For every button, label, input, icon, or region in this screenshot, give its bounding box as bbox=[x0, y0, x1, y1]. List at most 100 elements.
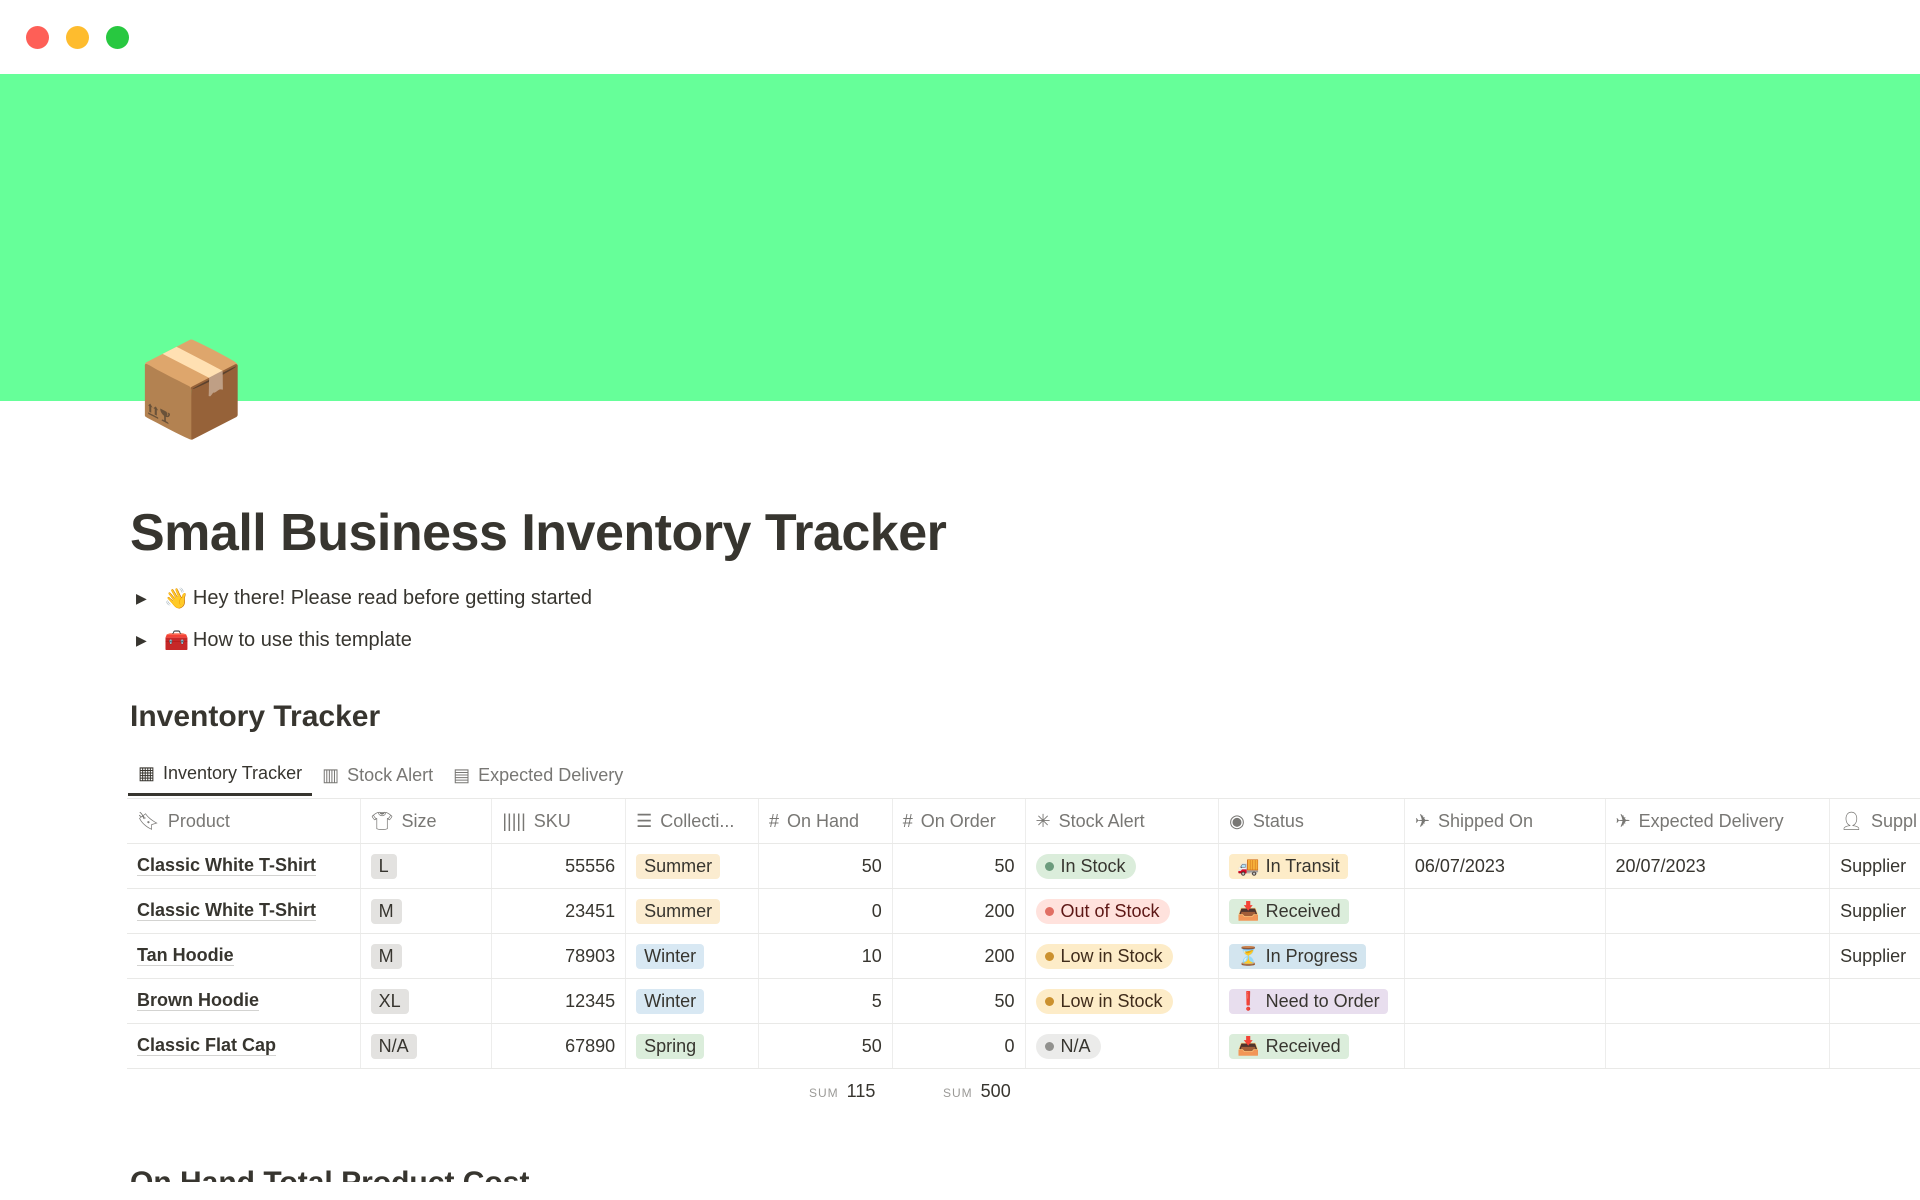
on-hand-cell[interactable]: 10 bbox=[759, 934, 893, 978]
supplier-cell[interactable]: Supplier bbox=[1840, 855, 1907, 876]
page-icon[interactable]: 📦 bbox=[134, 339, 249, 441]
status-cell[interactable]: ⏳ In Progress bbox=[1219, 934, 1405, 978]
status-cell[interactable]: 📥 Received bbox=[1219, 889, 1405, 933]
size-tag: XL bbox=[370, 988, 409, 1014]
stock-alert-badge: In Stock bbox=[1035, 853, 1136, 879]
product-cell[interactable]: Classic White T-Shirt bbox=[127, 844, 361, 888]
status-cell[interactable]: 📥 Received bbox=[1219, 1024, 1405, 1068]
expected-delivery-cell[interactable] bbox=[1606, 1024, 1831, 1068]
column-header-collection[interactable]: ☰ Collecti... bbox=[626, 799, 759, 843]
column-header-status[interactable]: ◉ Status bbox=[1219, 799, 1405, 843]
supplier-cell[interactable] bbox=[1830, 979, 1920, 1023]
on-hand-cell[interactable]: 50 bbox=[759, 844, 893, 888]
on-hand-cell[interactable]: 0 bbox=[759, 889, 893, 933]
table-row[interactable]: Classic Flat Cap N/A 67890 Spring 50 0 N… bbox=[127, 1024, 1920, 1069]
product-name[interactable]: Tan Hoodie bbox=[137, 944, 234, 967]
toggle-how-to-use[interactable]: ▶ 🧰 How to use this template bbox=[136, 628, 412, 653]
on-order-cell[interactable]: 50 bbox=[893, 844, 1026, 888]
size-cell[interactable]: M bbox=[361, 934, 493, 978]
collection-cell[interactable]: Spring bbox=[626, 1024, 759, 1068]
supplier-cell[interactable] bbox=[1830, 1024, 1920, 1068]
stock-alert-badge: Low in Stock bbox=[1035, 943, 1173, 969]
on-hand-cell[interactable]: 5 bbox=[759, 979, 893, 1023]
expected-delivery-cell[interactable] bbox=[1606, 934, 1831, 978]
status-cell[interactable]: 🚚 In Transit bbox=[1219, 844, 1405, 888]
expected-delivery-cell[interactable]: 20/07/2023 bbox=[1606, 844, 1831, 888]
product-name[interactable]: Classic Flat Cap bbox=[137, 1034, 277, 1057]
sku-cell[interactable]: 55556 bbox=[492, 844, 627, 888]
product-cell[interactable]: Brown Hoodie bbox=[127, 979, 361, 1023]
shipped-on-cell[interactable] bbox=[1405, 979, 1606, 1023]
supplier-cell[interactable]: Supplier bbox=[1840, 900, 1907, 921]
sku-cell[interactable]: 67890 bbox=[492, 1024, 627, 1068]
tab-inventory-tracker[interactable]: ▦ Inventory Tracker bbox=[128, 756, 313, 796]
database-heading: Inventory Tracker bbox=[130, 700, 381, 733]
collection-cell[interactable]: Summer bbox=[626, 889, 759, 933]
size-cell[interactable]: M bbox=[361, 889, 493, 933]
sum-on-order[interactable]: SUM 500 bbox=[943, 1081, 1011, 1101]
triangle-right-icon[interactable]: ▶ bbox=[136, 632, 147, 648]
column-header-product[interactable]: 🔖︎ Product bbox=[127, 799, 361, 843]
product-name[interactable]: Classic White T-Shirt bbox=[137, 899, 317, 922]
column-header-size[interactable]: 👕︎ Size bbox=[361, 799, 493, 843]
stock-alert-cell[interactable]: In Stock bbox=[1026, 844, 1220, 888]
shipped-on-cell[interactable] bbox=[1405, 1024, 1606, 1068]
collection-cell[interactable]: Winter bbox=[626, 934, 759, 978]
takeoff-icon: ✈ bbox=[1414, 810, 1430, 831]
shipped-on-cell[interactable] bbox=[1405, 934, 1606, 978]
product-cell[interactable]: Classic Flat Cap bbox=[127, 1024, 361, 1068]
board-icon: ▥ bbox=[322, 764, 340, 785]
sku-cell[interactable]: 78903 bbox=[492, 934, 627, 978]
cover-banner[interactable] bbox=[0, 74, 1920, 401]
column-header-shipped-on[interactable]: ✈ Shipped On bbox=[1405, 799, 1606, 843]
on-order-cell[interactable]: 200 bbox=[893, 889, 1026, 933]
size-tag: M bbox=[370, 943, 402, 969]
triangle-right-icon[interactable]: ▶ bbox=[136, 590, 147, 606]
stock-alert-cell[interactable]: N/A bbox=[1026, 1024, 1220, 1068]
on-order-cell[interactable]: 200 bbox=[893, 934, 1026, 978]
stock-alert-cell[interactable]: Low in Stock bbox=[1026, 934, 1220, 978]
on-order-cell[interactable]: 0 bbox=[893, 1024, 1026, 1068]
size-cell[interactable]: XL bbox=[361, 979, 493, 1023]
shipped-on-cell[interactable]: 06/07/2023 bbox=[1405, 844, 1606, 888]
table-row[interactable]: Tan Hoodie M 78903 Winter 10 200 Low in … bbox=[127, 934, 1920, 979]
maximize-button[interactable] bbox=[106, 26, 129, 49]
table-row[interactable]: Brown Hoodie XL 12345 Winter 5 50 Low in… bbox=[127, 979, 1920, 1024]
supplier-cell[interactable]: Supplier bbox=[1840, 945, 1907, 966]
product-cell[interactable]: Tan Hoodie bbox=[127, 934, 361, 978]
tab-expected-delivery[interactable]: ▤ Expected Delivery bbox=[443, 756, 633, 794]
collection-cell[interactable]: Summer bbox=[626, 844, 759, 888]
status-cell[interactable]: ❗ Need to Order bbox=[1219, 979, 1405, 1023]
column-header-supplier[interactable]: 👤︎ Suppl bbox=[1840, 810, 1918, 831]
loading-icon: ✳ bbox=[1035, 810, 1051, 831]
column-header-sku[interactable]: ||||| SKU bbox=[492, 799, 627, 843]
toggle-read-first[interactable]: ▶ 👋 Hey there! Please read before gettin… bbox=[136, 586, 592, 611]
product-name[interactable]: Brown Hoodie bbox=[137, 989, 259, 1012]
on-hand-cell[interactable]: 50 bbox=[759, 1024, 893, 1068]
expected-delivery-cell[interactable] bbox=[1606, 979, 1831, 1023]
product-name[interactable]: Classic White T-Shirt bbox=[137, 854, 317, 877]
table-row[interactable]: Classic White T-Shirt L 55556 Summer 50 … bbox=[127, 844, 1920, 889]
collection-cell[interactable]: Winter bbox=[626, 979, 759, 1023]
status-dot-icon bbox=[1044, 996, 1054, 1006]
stock-alert-cell[interactable]: Low in Stock bbox=[1026, 979, 1220, 1023]
close-button[interactable] bbox=[26, 26, 49, 49]
minimize-button[interactable] bbox=[66, 26, 89, 49]
column-header-on-hand[interactable]: # On Hand bbox=[759, 799, 893, 843]
column-header-stock-alert[interactable]: ✳ Stock Alert bbox=[1026, 799, 1220, 843]
sum-on-hand[interactable]: SUM 115 bbox=[809, 1081, 876, 1101]
shipped-on-cell[interactable] bbox=[1405, 889, 1606, 933]
stock-alert-cell[interactable]: Out of Stock bbox=[1026, 889, 1220, 933]
tab-stock-alert[interactable]: ▥ Stock Alert bbox=[312, 756, 443, 794]
size-cell[interactable]: L bbox=[361, 844, 493, 888]
table-row[interactable]: Classic White T-Shirt M 23451 Summer 0 2… bbox=[127, 889, 1920, 934]
calendar-icon: ▤ bbox=[453, 764, 471, 785]
size-cell[interactable]: N/A bbox=[361, 1024, 493, 1068]
column-header-on-order[interactable]: # On Order bbox=[893, 799, 1026, 843]
product-cell[interactable]: Classic White T-Shirt bbox=[127, 889, 361, 933]
expected-delivery-cell[interactable] bbox=[1606, 889, 1831, 933]
sku-cell[interactable]: 23451 bbox=[492, 889, 627, 933]
column-header-expected-delivery[interactable]: ✈ Expected Delivery bbox=[1606, 799, 1831, 843]
sku-cell[interactable]: 12345 bbox=[492, 979, 627, 1023]
on-order-cell[interactable]: 50 bbox=[893, 979, 1026, 1023]
